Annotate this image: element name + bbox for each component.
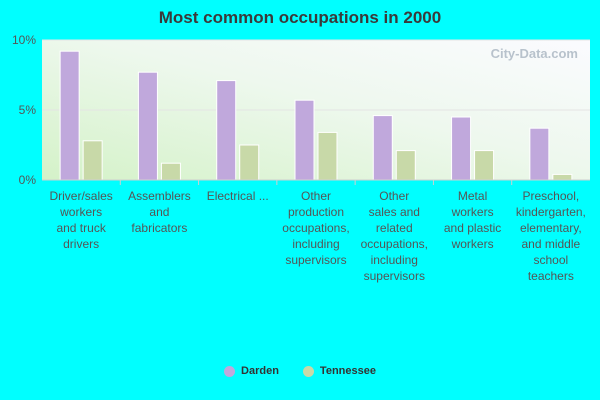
x-category-label: Assemblers and fabricators [128,189,191,235]
legend-item-darden: Darden [224,365,279,377]
x-category-label: Metal workers and plastic workers [444,189,501,251]
bar-darden [59,50,80,181]
bar-tennessee [160,162,181,181]
bar-darden [216,80,237,181]
bar-darden [372,115,393,181]
bar-tennessee [82,140,103,181]
bar-tennessee [239,144,260,181]
y-tick-label: 0% [19,173,37,187]
bar-darden [294,99,315,181]
x-category-label: Electrical ... [207,189,269,203]
legend-item-tennessee: Tennessee [302,365,376,377]
x-category-label: Other production occupations, including supe… [282,189,349,267]
y-tick-label: 10% [12,33,36,47]
x-category-label: Driver/sales workers and truck drivers [49,189,112,251]
legend-swatch [224,365,236,377]
x-category-label: Other sales and related occupations, includi… [361,189,428,283]
bar-darden [529,127,550,181]
bar-tennessee [552,173,573,181]
legend-label: Darden [241,365,279,377]
bar-tennessee [474,150,495,181]
legend-swatch [302,365,314,377]
x-category-label: Preschool, kindergarten, elementary, and mi… [516,189,586,283]
watermark-text: City-Data.com [491,46,578,61]
bar-tennessee [395,150,416,181]
legend-label: Tennessee [319,365,376,377]
bar-darden [451,116,472,181]
legend: Darden Tennessee [0,365,600,377]
bar-darden [137,71,158,181]
bar-tennessee [317,131,338,181]
y-tick-label: 5% [19,103,37,117]
chart-title: Most common occupations in 2000 [158,8,442,27]
